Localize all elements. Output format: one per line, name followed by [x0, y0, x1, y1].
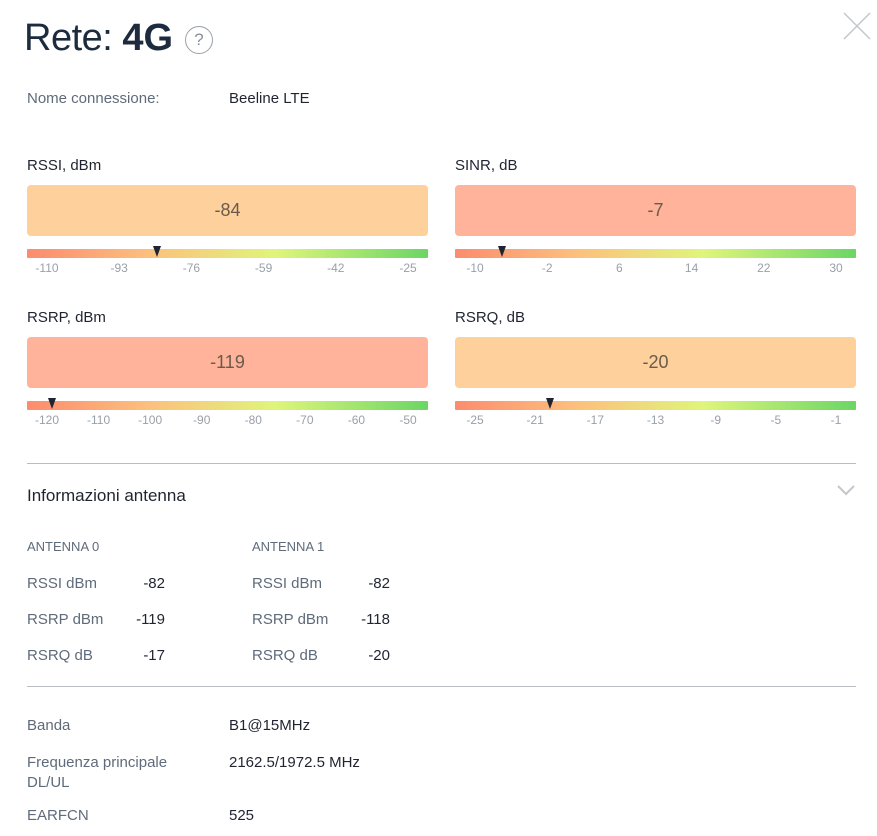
rssi-metric: RSSI, dBm -84 -110 -93 -76 -59 -42 -25 — [27, 157, 428, 277]
rssi-ticks: -110 -93 -76 -59 -42 -25 — [27, 261, 428, 277]
sinr-tick-label: 30 — [829, 261, 843, 275]
antenna1-rssi-value: -82 — [368, 575, 390, 592]
antenna0-title: ANTENNA 0 — [27, 539, 100, 554]
antenna1-rssi-label: RSSI dBm — [252, 575, 323, 592]
rsrp-tick-label: -80 — [244, 413, 262, 427]
antenna0-rsrq-label: RSRQ dB — [27, 647, 93, 664]
antenna1-rsrq-label: RSRQ dB — [252, 647, 318, 664]
divider — [27, 686, 856, 687]
rssi-marker — [153, 246, 162, 257]
rsrq-tick-label: -17 — [586, 413, 604, 427]
antenna0-row: RSRQ dB -17 — [27, 647, 165, 664]
sinr-tick-label: 22 — [757, 261, 771, 275]
antenna1-row: RSSI dBm -82 — [252, 575, 390, 592]
rssi-value-box: -84 — [27, 185, 428, 236]
antenna0-rssi-label: RSSI dBm — [27, 575, 98, 592]
antenna1-row: RSRP dBm -118 — [252, 611, 390, 628]
antenna1-title: ANTENNA 1 — [252, 539, 325, 554]
rsrp-tick-label: -60 — [347, 413, 366, 427]
rsrq-tick-label: -13 — [646, 413, 665, 427]
rsrq-ticks: -25 -21 -17 -13 -9 -5 -1 — [455, 413, 856, 429]
rsrp-value-box: -119 — [27, 337, 428, 388]
antenna-section-title: Informazioni antenna — [27, 486, 186, 505]
rsrp-tick-label: -120 — [34, 413, 60, 427]
page-title-prefix: Rete: — [24, 16, 113, 59]
antenna0-rsrp-value: -119 — [136, 611, 165, 628]
help-icon[interactable]: ? — [185, 26, 214, 54]
rssi-tick-label: -42 — [327, 261, 345, 275]
rsrq-tick-label: -25 — [466, 413, 484, 427]
rssi-tick-label: -25 — [399, 261, 417, 275]
rssi-tick-label: -76 — [182, 261, 201, 275]
antenna1-rsrq-value: -20 — [368, 647, 390, 664]
sinr-tick-label: 14 — [684, 261, 699, 275]
rssi-tick-label: -93 — [110, 261, 128, 275]
rssi-label: RSSI, dBm — [27, 157, 102, 174]
rsrp-tick-label: -90 — [193, 413, 211, 427]
frequency-value: 2162.5/1972.5 MHz — [229, 754, 360, 771]
detail-row-band: Banda B1@15MHz — [27, 717, 310, 734]
rsrp-tick-label: -100 — [138, 413, 163, 427]
rsrp-tick-label: -50 — [399, 413, 417, 427]
sinr-metric: SINR, dB -7 -10 -2 6 14 22 30 — [455, 157, 856, 277]
sinr-scale — [455, 246, 856, 258]
close-icon[interactable] — [841, 10, 873, 42]
band-label: Banda — [27, 717, 71, 734]
rsrq-tick-label: -9 — [710, 413, 721, 427]
rssi-scale — [27, 246, 428, 258]
rsrp-label: RSRP, dBm — [27, 309, 106, 326]
sinr-tick-label: -2 — [541, 261, 553, 275]
antenna0-row: RSSI dBm -82 — [27, 575, 165, 592]
sinr-tick-label: 6 — [616, 261, 623, 275]
antenna1-rsrp-value: -118 — [361, 611, 390, 628]
divider — [27, 463, 856, 464]
network-type: 4G — [122, 16, 174, 59]
sinr-tick-label: -10 — [466, 261, 484, 275]
antenna1-row: RSRQ dB -20 — [252, 647, 390, 664]
frequency-label: Frequenza principale DL/UL — [27, 754, 168, 791]
rsrq-tick-label: -5 — [770, 413, 782, 427]
antenna0-row: RSRP dBm -119 — [27, 611, 165, 628]
rsrq-value-box: -20 — [455, 337, 856, 388]
rsrq-tick-label: -1 — [830, 413, 842, 427]
band-value: B1@15MHz — [229, 717, 311, 734]
rsrq-tick-label: -21 — [526, 413, 544, 427]
antenna0-rsrp-label: RSRP dBm — [27, 611, 104, 628]
page-header: Rete: 4G ? — [24, 14, 214, 62]
antenna1-rsrp-label: RSRP dBm — [252, 611, 329, 628]
rsrq-label: RSRQ, dB — [455, 309, 526, 326]
rsrp-marker — [48, 398, 57, 409]
sinr-marker — [498, 246, 507, 257]
rsrp-scale — [27, 398, 428, 410]
sinr-value-box: -7 — [455, 185, 856, 236]
rsrp-metric: RSRP, dBm -119 -120 -110 -100 -90 -80 -70 -60-… — [27, 309, 428, 429]
rsrp-ticks: -120 -110 -100 -90 -80 -70 -60 -50 — [27, 413, 428, 429]
antenna0-rssi-value: -82 — [143, 575, 165, 592]
earfcn-label: EARFCN — [27, 807, 89, 824]
rssi-tick-label: -110 — [35, 261, 59, 275]
sinr-ticks: -10 -2 6 14 22 30 — [455, 261, 856, 277]
detail-row-earfcn: EARFCN 525 — [27, 807, 254, 824]
connection-value: Beeline LTE — [229, 90, 310, 107]
antenna0-rsrq-value: -17 — [143, 647, 165, 664]
rsrq-metric: RSRQ, dB -20 -25 -21 -17 -13 -9 -5 -1 — [455, 309, 856, 429]
connection-label: Nome connessione: — [27, 90, 160, 107]
sinr-label: SINR, dB — [455, 157, 518, 174]
rsrp-tick-label: -70 — [296, 413, 314, 427]
rssi-tick-label: -59 — [254, 261, 273, 275]
earfcn-value: 525 — [229, 807, 255, 824]
rsrp-tick-label: -110 — [86, 413, 111, 427]
chevron-down-icon[interactable] — [836, 482, 856, 498]
connection-row: Nome connessione: Beeline LTE — [27, 90, 310, 107]
rsrq-scale — [455, 398, 856, 410]
rsrq-marker — [546, 398, 555, 409]
detail-row-frequency: Frequenza principale DL/UL 2162.5/1972.5… — [27, 753, 360, 793]
